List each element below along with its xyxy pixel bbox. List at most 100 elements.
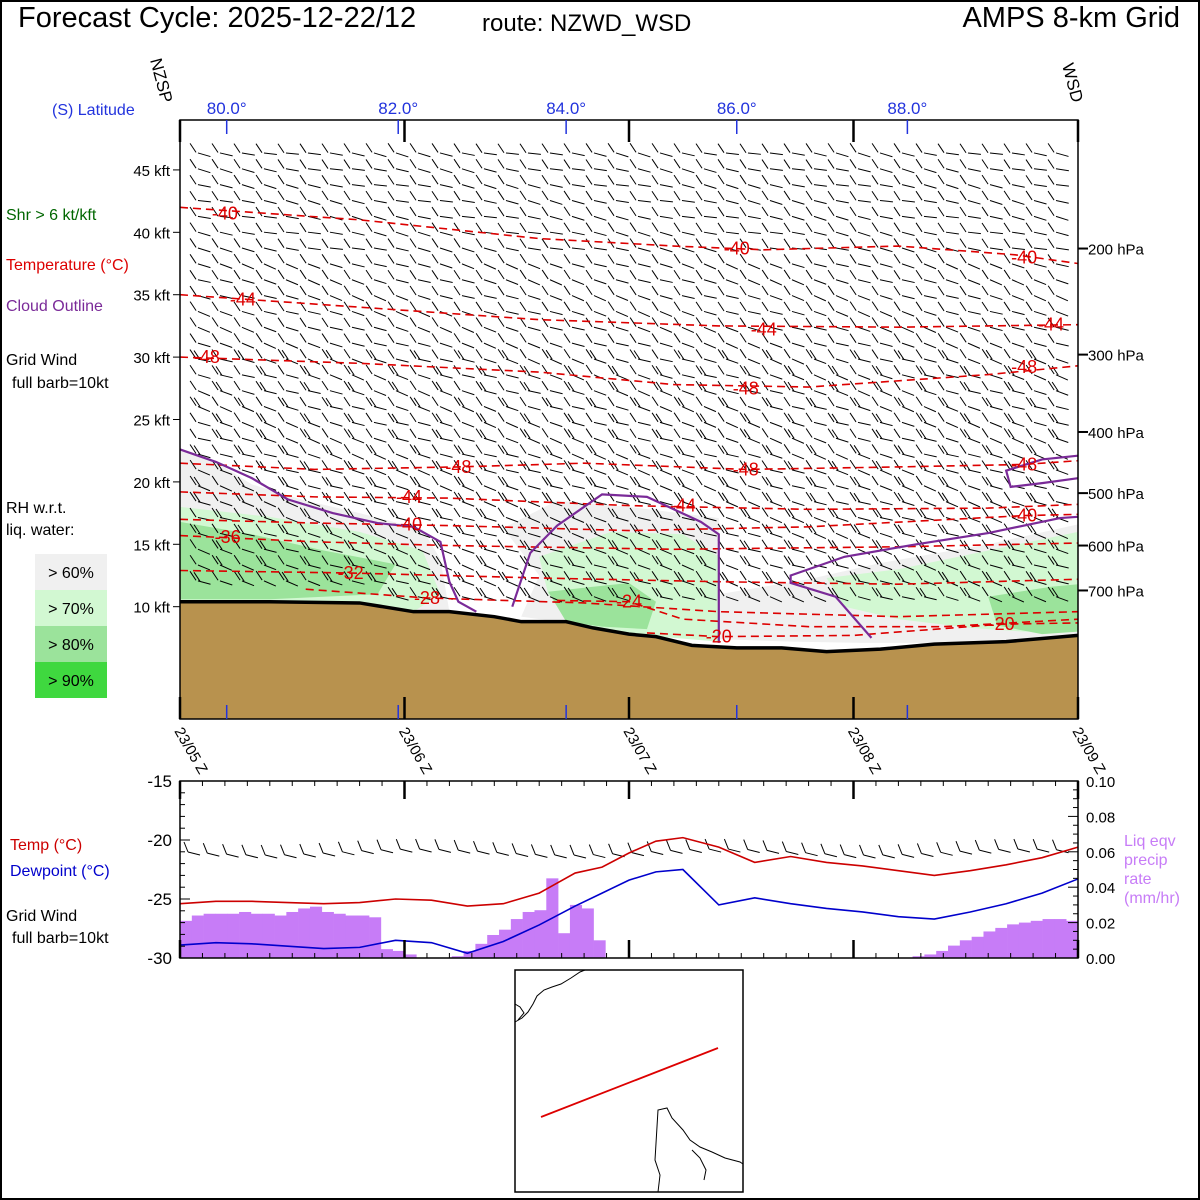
route-line <box>540 1047 719 1118</box>
shear-legend-label: Shr > 6 kt/kft <box>6 207 97 224</box>
altitude-label-40: 40 kft <box>133 225 171 242</box>
isotherm-label-16: -36 <box>215 527 241 547</box>
dewpoint-line <box>179 868 1079 955</box>
rh-swatch-2 <box>35 626 107 662</box>
route-map-frame <box>514 969 744 1193</box>
precip-bar-65 <box>948 945 961 958</box>
isotherm-label-6: -48 <box>194 347 220 367</box>
isotherm-minus-24 <box>557 599 1079 628</box>
precip-bar-33 <box>569 904 583 958</box>
meteogram-wind-legend: Grid Wind <box>6 908 77 925</box>
precip-bar-11 <box>309 906 323 958</box>
surface-temp-line <box>179 836 1079 907</box>
time-label-3: 23/08 Z <box>844 725 884 778</box>
isotherm-label-17: -32 <box>338 563 364 583</box>
precip-bar-2 <box>203 913 216 958</box>
precip-axis-label-2: 0.06 <box>1086 845 1115 862</box>
altitude-label-35: 35 kft <box>133 288 171 305</box>
pressure-label-2: 400 hPa <box>1088 425 1145 442</box>
isotherm-minus-32 <box>179 569 1079 586</box>
cloud-outline-west <box>179 448 477 613</box>
meteogram-wind-sublegend: full barb=10kt <box>12 930 109 947</box>
wind-barb-field <box>189 143 1069 603</box>
isotherm-label-12: -44 <box>396 487 422 507</box>
pressure-label-0: 200 hPa <box>1088 242 1145 259</box>
precip-axis-label-5: 0.00 <box>1086 951 1115 968</box>
temp-axis-label-0: -15 <box>147 772 172 791</box>
time-label-1: 23/06 Z <box>395 725 435 778</box>
isotherm-label-5: -44 <box>1038 315 1064 335</box>
precip-legend-line-2: rate <box>1124 871 1152 888</box>
isotherm-label-14: -40 <box>396 514 422 534</box>
cloud-outline-east <box>789 515 1079 639</box>
altitude-label-15: 15 kft <box>133 537 171 554</box>
rh-80-region-east <box>988 584 1078 635</box>
precip-bar-8 <box>274 915 287 958</box>
precip-bar-0 <box>180 920 193 958</box>
precip-axis-label-0: 0.10 <box>1086 774 1115 791</box>
precip-bar-28 <box>510 919 523 958</box>
precip-bar-35 <box>593 940 606 958</box>
isotherm-label-15: -40 <box>1011 506 1037 526</box>
isotherm-label-21: -20 <box>989 614 1015 634</box>
isotherm-label-3: -44 <box>230 290 256 310</box>
coastline-inlet <box>691 1149 707 1181</box>
cloud-outline-central <box>511 493 720 643</box>
rh-swatch-label-0: > 60% <box>48 565 94 582</box>
latitude-label-1: 82.0° <box>378 99 418 118</box>
altitude-label-30: 30 kft <box>133 350 171 367</box>
precip-bar-17 <box>380 949 393 958</box>
precip-bar-6 <box>250 913 264 958</box>
precip-bar-68 <box>983 931 996 958</box>
latitude-label-4: 88.0° <box>887 99 927 118</box>
precip-bar-24 <box>463 950 476 958</box>
precip-bar-74 <box>1054 919 1067 958</box>
precip-bar-5 <box>239 911 252 958</box>
precip-bar-32 <box>558 933 571 958</box>
temp-legend: Temp (°C) <box>10 837 82 854</box>
precip-bar-13 <box>333 913 346 958</box>
precip-axis-label-3: 0.04 <box>1086 880 1115 897</box>
isotherm-label-1: -40 <box>724 239 750 259</box>
coastline-north <box>514 969 586 1023</box>
isotherm-label-13: -44 <box>670 496 696 516</box>
precip-bar-1 <box>191 915 204 958</box>
isotherm-label-7: -48 <box>445 457 471 477</box>
isotherm-label-19: -24 <box>616 592 642 612</box>
isotherm-minus-48-upper <box>179 356 1079 388</box>
temp-axis-label-1: -20 <box>147 831 172 850</box>
precip-bar-67 <box>971 936 984 958</box>
temp-axis-label-2: -25 <box>147 890 172 909</box>
rh-swatch-label-1: > 70% <box>48 601 94 618</box>
isotherm-label-10: -48 <box>1011 357 1037 377</box>
precip-bar-9 <box>286 911 299 958</box>
precip-bar-70 <box>1007 924 1020 958</box>
rh-legend-title: RH w.r.t. <box>6 500 67 517</box>
altitude-label-20: 20 kft <box>133 475 171 492</box>
temperature-legend-label: Temperature (°C) <box>6 257 129 274</box>
terrain-outline <box>180 599 1079 654</box>
precip-bar-30 <box>534 910 547 958</box>
route-map-inset <box>514 969 744 1193</box>
terrain-fill <box>180 601 1078 719</box>
rh-swatch-3 <box>35 662 107 698</box>
precip-bar-3 <box>215 913 228 958</box>
isotherm-minus-44-upper <box>179 293 1079 328</box>
precip-bar-63 <box>924 954 937 958</box>
isotherm-minus-40-upper <box>179 206 1079 265</box>
pressure-label-4: 600 hPa <box>1088 539 1145 556</box>
isotherm-label-4: -44 <box>751 320 777 340</box>
pressure-label-1: 300 hPa <box>1088 348 1145 365</box>
route-start-label: NZSP <box>146 56 176 105</box>
rh-80-region-west <box>180 521 396 600</box>
isotherm-minus-44-lower <box>179 491 1079 511</box>
model-grid-title: AMPS 8-km Grid <box>962 2 1180 34</box>
pressure-label-3: 500 hPa <box>1088 486 1145 503</box>
time-label-2: 23/07 Z <box>620 725 660 778</box>
precip-legend-line-0: Liq eqv <box>1124 833 1176 850</box>
rh-80-region-central <box>548 582 656 630</box>
isotherm-label-0: -40 <box>212 204 238 224</box>
forecast-cycle-title: Forecast Cycle: 2025-12-22/12 <box>18 2 417 34</box>
precip-bar-71 <box>1018 922 1032 958</box>
